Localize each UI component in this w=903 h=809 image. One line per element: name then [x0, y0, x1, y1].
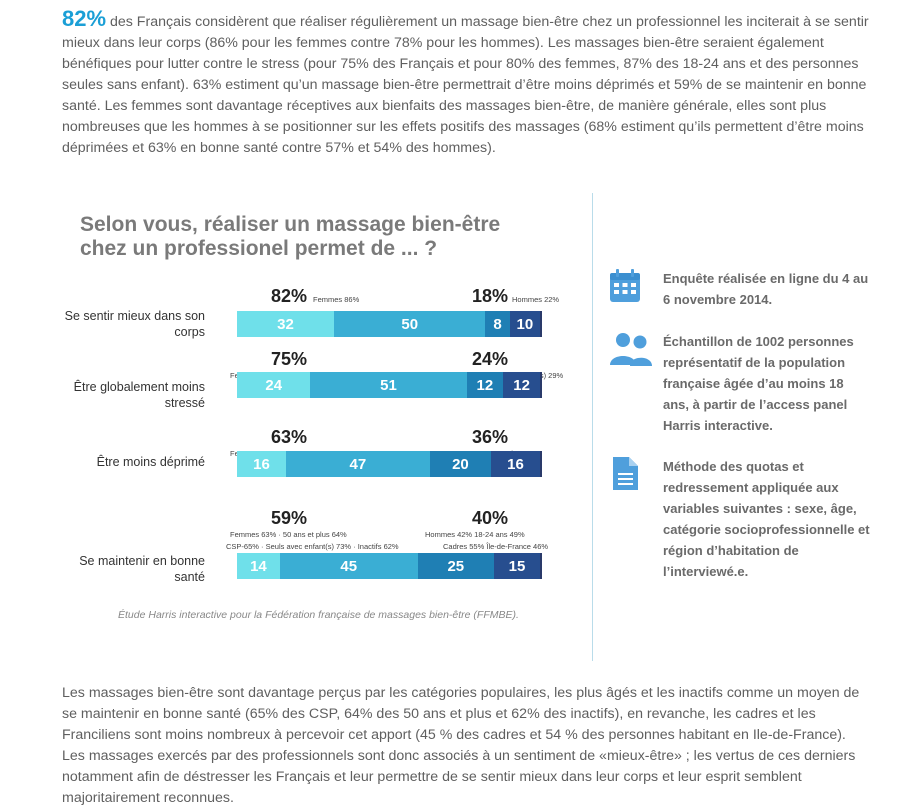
positive-total: 75%: [271, 349, 308, 369]
negative-note: Hommes 42% 18-24 ans 49%: [425, 530, 525, 539]
chart-row: Se sentir mieux dans son corps 82% 18% Femm…: [0, 286, 560, 356]
positive-note: Femmes 63% · 50 ans et plus 64%: [230, 530, 347, 539]
stacked-bar: 24 51 12 12: [237, 372, 542, 398]
outro-paragraph: Les massages bien-être sont davantage pe…: [62, 685, 860, 806]
bar-segment: 15: [494, 553, 540, 579]
intro-paragraph: 82% des Français considèrent que réalise…: [62, 8, 872, 159]
negative-note: Hommes 22%: [512, 295, 560, 304]
bar-segment: 24: [237, 372, 311, 398]
bar-segment: 16: [237, 451, 286, 477]
bar-segment: 8: [485, 311, 510, 337]
people-icon: [610, 333, 652, 366]
stacked-bar: 16 47 20 16: [237, 451, 542, 477]
chart-row: Être globalement moins stressé75%24%Femm…: [0, 349, 564, 419]
negative-total: 24%: [472, 349, 509, 369]
bar-segment: 12: [466, 372, 504, 398]
info-text-sample: Échantillon de 1002 personnes représenta…: [663, 334, 854, 433]
intro-big-number: 82%: [62, 6, 107, 31]
intro-text: des Français considèrent que réaliser ré…: [62, 14, 869, 156]
positive-note: Femmes 86%: [313, 295, 360, 304]
calendar-icon: [610, 269, 640, 302]
bar-segment: 32: [237, 311, 334, 337]
category-label: Se sentir mieux dans son corps: [64, 309, 205, 339]
chart-title-line-2: chez un professionel permet de ... ?: [80, 237, 438, 260]
positive-total: 59%: [271, 508, 308, 528]
positive-total: 63%: [271, 427, 308, 447]
bar-segment: 14: [237, 553, 280, 579]
category-label: Être globalement moins stressé: [73, 380, 205, 410]
negative-total: 36%: [472, 427, 509, 447]
category-label: Se maintenir en bonne santé: [79, 554, 205, 584]
positive-total: 82%: [271, 286, 308, 306]
negative-note: Cadres 55% Île-de-France 46%: [443, 542, 549, 551]
negative-total: 18%: [472, 286, 509, 306]
chart-row: Se maintenir en bonne santé 59% 40% Femmes …: [0, 508, 560, 584]
vertical-divider: [592, 193, 593, 661]
info-text-method: Méthode des quotas et redressement appli…: [663, 459, 870, 579]
category-label: Être moins déprimé: [96, 455, 205, 469]
info-text-dates: Enquête réalisée en ligne du 4 au 6 nove…: [663, 271, 869, 307]
stacked-bar: 32 50 8 10: [237, 311, 542, 337]
bar-segment: 16: [491, 451, 540, 477]
chart-title: Selon vous, réaliser un massage bien-êtr…: [80, 213, 580, 261]
bar-segment: 10: [509, 311, 540, 337]
negative-total: 40%: [472, 508, 509, 528]
bar-segment: 47: [285, 451, 430, 477]
chart-source: Étude Harris interactive pour la Fédérat…: [118, 609, 519, 621]
bar-segment: 25: [417, 553, 495, 579]
chart-title-line-1: Selon vous, réaliser un massage bien-êtr…: [80, 213, 501, 236]
bar-segment: 51: [310, 372, 467, 398]
document-icon: [613, 457, 638, 490]
bar-segment: 50: [333, 311, 486, 337]
bar-segment: 12: [503, 372, 540, 398]
positive-note: CSP-65% · Seuls avec enfant(s) 73% · Ina…: [226, 542, 399, 551]
bar-segment: 20: [429, 451, 492, 477]
stacked-bar: 14 45 25 15: [237, 553, 542, 579]
bar-segment: 45: [279, 553, 418, 579]
